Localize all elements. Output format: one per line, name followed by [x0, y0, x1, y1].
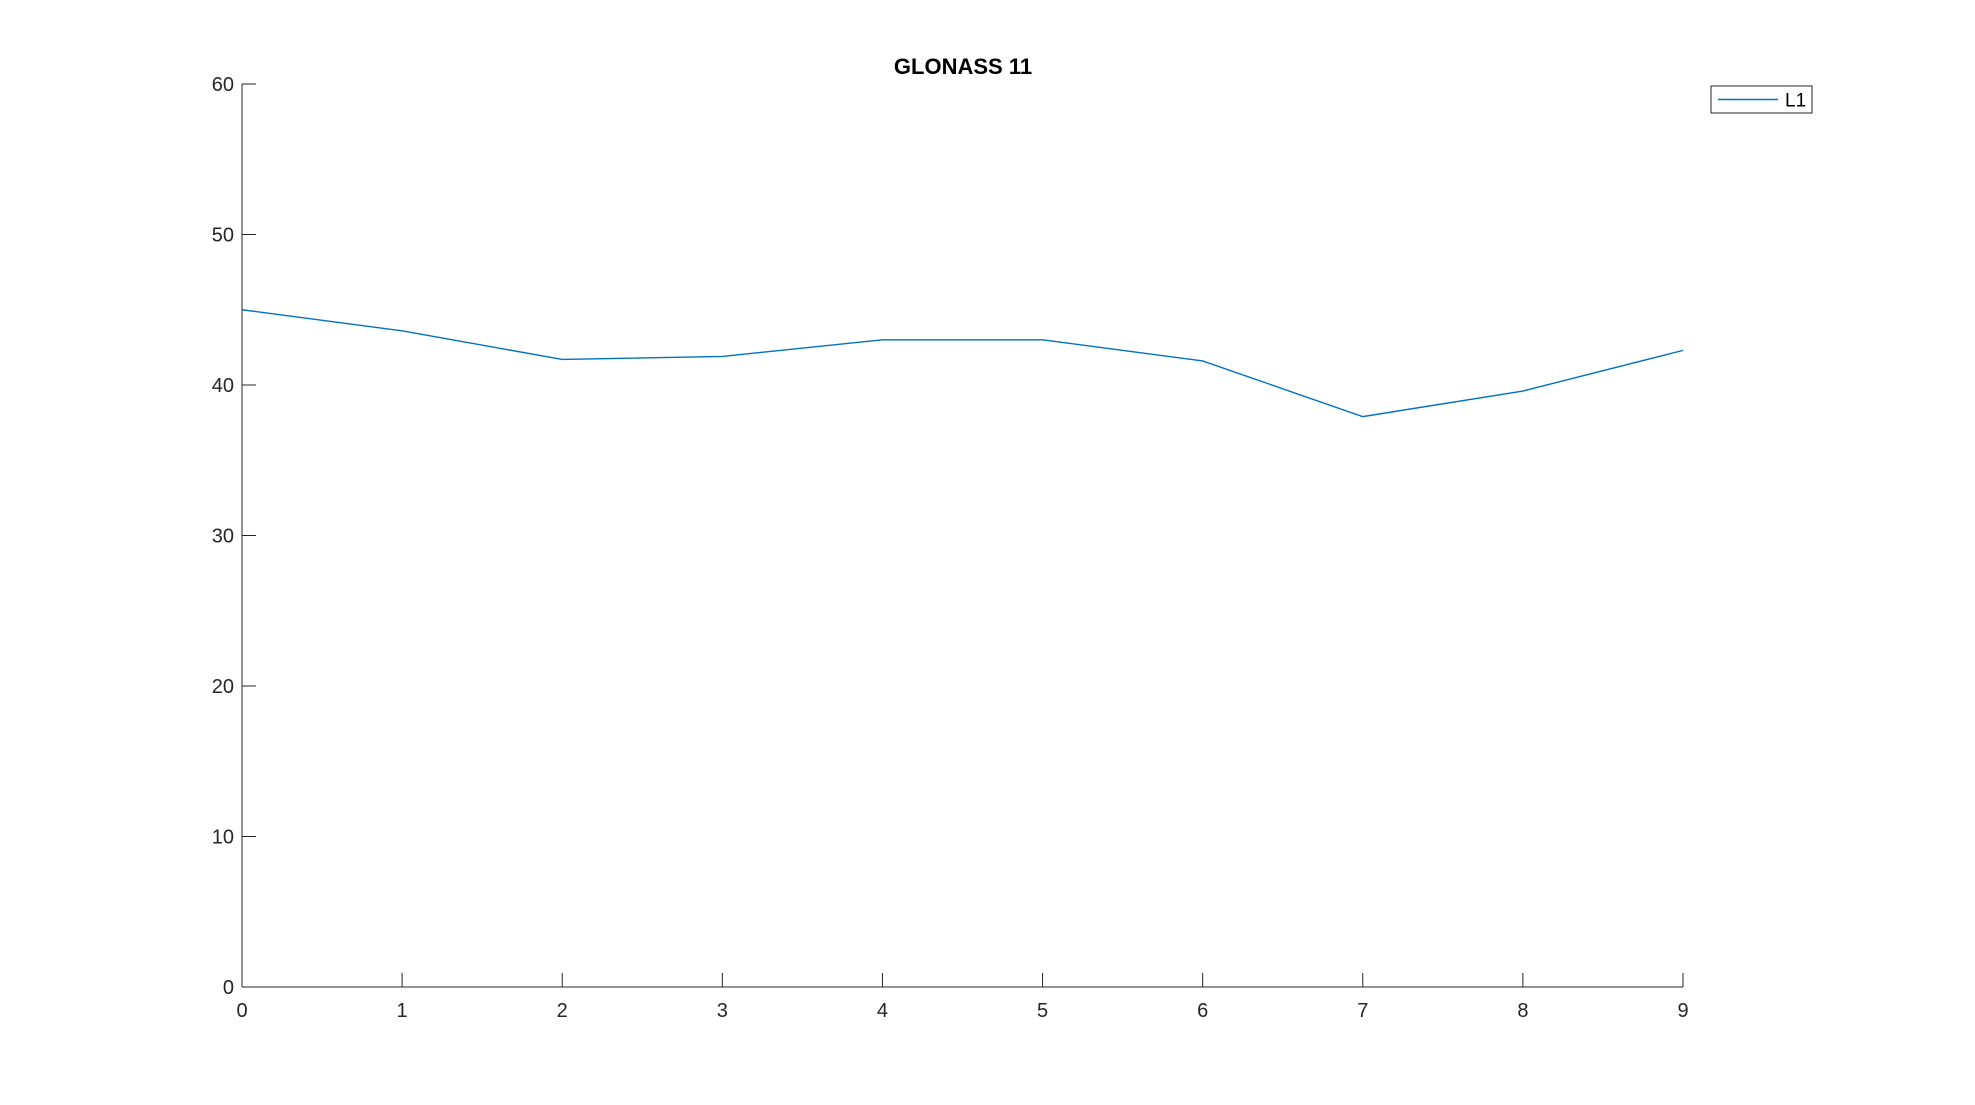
y-tick-label: 30: [212, 526, 234, 548]
x-tick-label: 9: [1677, 1000, 1688, 1022]
x-tick-label: 2: [557, 1000, 568, 1022]
legend-label: L1: [1785, 91, 1806, 112]
y-tick-label: 10: [212, 827, 234, 849]
x-tick-label: 3: [717, 1000, 728, 1022]
x-tick-label: 4: [877, 1000, 888, 1022]
axes: 0 1 2 3 4 5 6 7 8 9 0 10 20 30 40 50 60: [212, 74, 1689, 1022]
y-tick-label: 50: [212, 225, 234, 247]
legend: L1: [1710, 85, 1813, 114]
y-tick-label: 20: [212, 676, 234, 698]
x-tick-label: 5: [1037, 1000, 1048, 1022]
x-tick-label: 1: [397, 1000, 408, 1022]
y-tick-label: 0: [223, 977, 234, 999]
x-tick-label: 8: [1517, 1000, 1528, 1022]
x-tick-label: 0: [236, 1000, 247, 1022]
chart-title: GLONASS 11: [894, 54, 1032, 79]
y-tick-label: 60: [212, 74, 234, 96]
x-tick-label: 7: [1357, 1000, 1368, 1022]
y-tick-label: 40: [212, 375, 234, 397]
series-line-l1: [241, 309, 1684, 418]
series-layer: [241, 309, 1684, 418]
x-tick-label: 6: [1197, 1000, 1208, 1022]
